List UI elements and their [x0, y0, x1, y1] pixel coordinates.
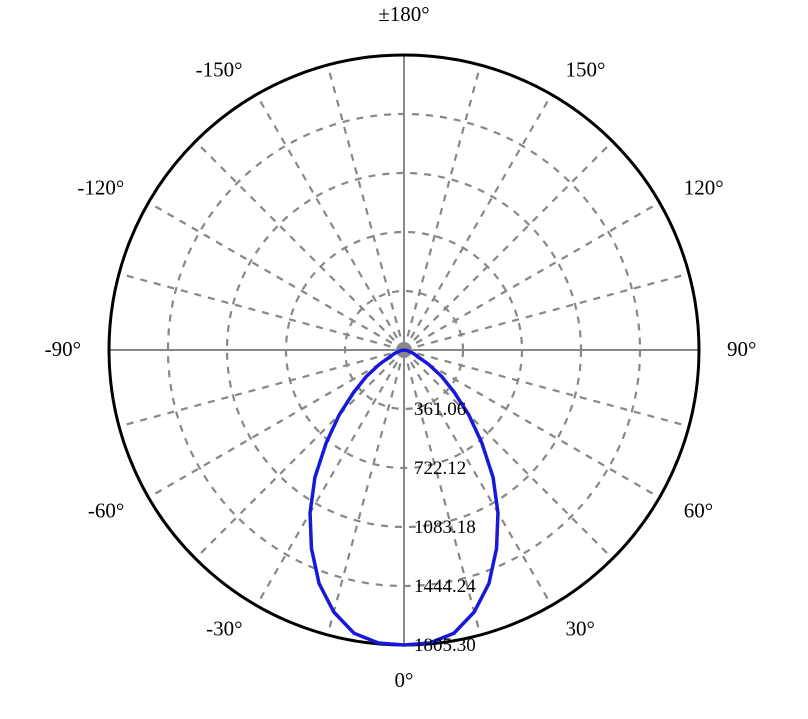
grid-spoke — [404, 141, 613, 350]
radial-label: 1805.30 — [414, 635, 476, 656]
grid-spoke — [195, 350, 404, 559]
grid-spoke — [119, 350, 404, 426]
grid-spoke — [195, 141, 404, 350]
grid-spoke — [257, 350, 405, 605]
grid-spoke — [328, 65, 404, 350]
radial-label: 1083.18 — [414, 517, 476, 538]
grid-spoke — [404, 274, 689, 350]
angle-label: 60° — [684, 499, 713, 523]
grid-spoke — [404, 65, 480, 350]
grid-spoke — [119, 274, 404, 350]
grid-spoke — [149, 203, 404, 351]
angle-label: 120° — [684, 176, 724, 200]
grid-spoke — [404, 203, 659, 351]
angle-label: 30° — [566, 617, 595, 641]
radial-label: 1444.24 — [414, 576, 476, 597]
grid-spoke — [149, 350, 404, 498]
radial-label: 361.06 — [414, 399, 466, 420]
angle-label: -60° — [88, 499, 124, 523]
angle-label: -150° — [196, 57, 243, 81]
polar-chart: ±180° 150° 120° 90° 60° 30° 0° -30° -60° -90° -120… — [0, 0, 808, 719]
grid-spoke — [257, 95, 405, 350]
angle-label: ±180° — [378, 2, 429, 26]
grid-spoke — [404, 95, 552, 350]
grid-spoke — [328, 350, 404, 635]
angle-label: 90° — [727, 337, 756, 361]
angle-label: -30° — [206, 617, 242, 641]
angle-label: 150° — [566, 57, 606, 81]
angle-label: -120° — [77, 176, 124, 200]
radial-label: 722.12 — [414, 458, 466, 479]
polar-svg: ±180° 150° 120° 90° 60° 30° 0° -30° -60° -90° -120… — [0, 0, 808, 719]
angle-label: 0° — [395, 668, 414, 692]
angle-label: -90° — [45, 337, 81, 361]
